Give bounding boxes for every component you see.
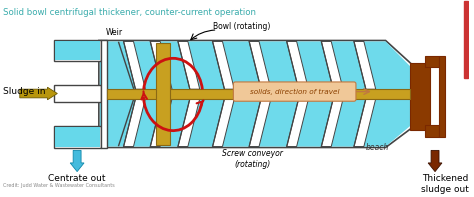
Text: Screw conveyor
(rotating): Screw conveyor (rotating)	[222, 150, 283, 169]
Bar	[101, 41, 107, 148]
Bar	[425, 56, 439, 68]
Text: Sludge in: Sludge in	[3, 87, 46, 96]
FancyArrow shape	[70, 150, 84, 172]
Polygon shape	[100, 41, 413, 147]
Text: Weir: Weir	[106, 28, 123, 37]
Text: Bowl (rotating): Bowl (rotating)	[212, 22, 270, 31]
Text: Centrate out: Centrate out	[48, 175, 106, 183]
FancyArrow shape	[20, 87, 57, 100]
Bar	[55, 126, 101, 148]
Polygon shape	[212, 99, 234, 147]
Polygon shape	[178, 41, 200, 89]
Text: Credit: Judd Water & Wastewater Consultants: Credit: Judd Water & Wastewater Consulta…	[3, 183, 115, 188]
Polygon shape	[150, 99, 172, 147]
Polygon shape	[99, 41, 415, 148]
Text: Thickened
sludge out: Thickened sludge out	[421, 175, 469, 194]
Polygon shape	[354, 99, 376, 147]
Polygon shape	[124, 99, 146, 147]
Polygon shape	[321, 99, 343, 147]
Polygon shape	[178, 99, 200, 147]
Polygon shape	[287, 41, 309, 89]
Polygon shape	[321, 41, 343, 89]
Bar	[55, 127, 100, 147]
Bar	[55, 41, 100, 60]
Polygon shape	[212, 41, 234, 89]
Text: solids, direction of travel: solids, direction of travel	[250, 88, 339, 95]
FancyBboxPatch shape	[233, 82, 356, 101]
Bar	[55, 85, 101, 102]
Polygon shape	[124, 41, 146, 89]
Bar	[425, 125, 439, 137]
Polygon shape	[150, 41, 172, 89]
Polygon shape	[287, 99, 309, 147]
Text: beach: beach	[366, 143, 389, 152]
Polygon shape	[249, 41, 271, 89]
Bar	[55, 41, 101, 61]
Bar	[410, 63, 430, 130]
Polygon shape	[354, 41, 376, 89]
Polygon shape	[249, 99, 271, 147]
Bar	[107, 89, 410, 99]
Text: Solid bowl centrifugal thickener, counter-current operation: Solid bowl centrifugal thickener, counte…	[3, 8, 256, 17]
Bar	[439, 56, 445, 137]
Bar	[464, 1, 468, 78]
Bar	[156, 43, 170, 145]
FancyArrow shape	[428, 150, 442, 172]
